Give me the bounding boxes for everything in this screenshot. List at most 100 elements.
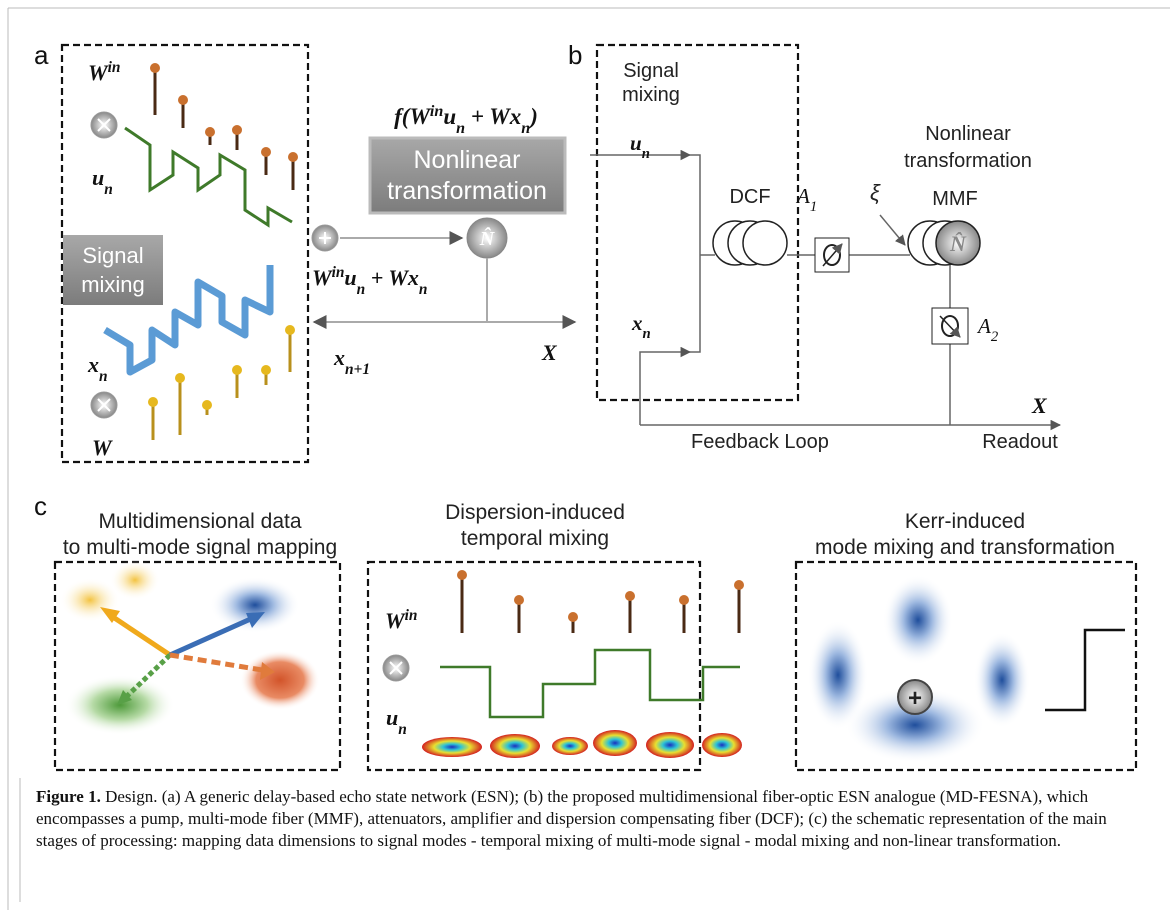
math-sub: n+1 [345, 361, 370, 378]
figure: a Win un Signal mixing xn W f(Winun + Wx… [0, 0, 1170, 910]
label: ξ [870, 180, 881, 205]
math-sub: n [419, 281, 428, 298]
weight-heads [457, 570, 467, 580]
mode-discs [422, 737, 482, 757]
label: temporal mixing [461, 527, 609, 550]
math-text: X [541, 340, 558, 365]
label: un [386, 705, 407, 738]
label: transformation [904, 150, 1032, 172]
math-text: + Wx [365, 265, 419, 290]
weight-heads [625, 591, 635, 601]
mode-discs [593, 730, 637, 756]
math-text: u [443, 104, 456, 129]
math-sub: n [357, 281, 366, 298]
label: + [908, 685, 922, 712]
label: mixing [622, 84, 680, 106]
caption: Figure 1. Design. (a) A generic delay-ba… [36, 786, 1141, 852]
mode-blobs [240, 650, 320, 710]
label: MMF [932, 188, 978, 210]
panel-b [640, 352, 690, 425]
feedback-heads [285, 325, 295, 335]
math-text: W [312, 265, 333, 290]
math-text: x [333, 345, 345, 370]
math-text: u [386, 705, 398, 730]
math-text: f(W [394, 104, 431, 129]
multiply-icon [91, 112, 117, 138]
label: Signal [82, 243, 143, 268]
weight-heads [734, 580, 744, 590]
math-text: u [92, 165, 104, 190]
label: to multi-mode signal mapping [63, 536, 337, 559]
mode-blobs [808, 575, 1030, 763]
multiply-icon [91, 392, 117, 418]
label: Win [88, 59, 120, 86]
caption-label: Figure 1. [36, 787, 101, 806]
math-text: W [385, 608, 406, 633]
panel-a: a Win un Signal mixing xn W f(Winun + Wx… [34, 40, 575, 462]
mode-discs [422, 730, 742, 758]
input-signal [440, 650, 740, 717]
math-text: X [1031, 393, 1048, 418]
label: a [34, 40, 49, 70]
math-text: u [630, 131, 642, 155]
label: DCF [729, 186, 770, 208]
math-text: A [976, 314, 991, 338]
weight-heads [568, 612, 578, 622]
feedback-heads [202, 400, 212, 410]
math-sup: in [332, 264, 345, 281]
math-text: x [87, 352, 99, 377]
panel-b [690, 155, 700, 352]
math-sub: 2 [991, 329, 999, 345]
math-sub: n [398, 721, 407, 738]
step-output [1045, 630, 1125, 710]
label: A2 [976, 314, 999, 345]
label: xn [87, 352, 108, 385]
label: transformation [387, 177, 547, 205]
sum-node [312, 225, 338, 251]
math-sup: in [108, 59, 121, 76]
panel-b: b Signal mixing un xn DCF A1 ξ Nonlinear… [568, 40, 1060, 453]
label: N̂ [479, 226, 496, 250]
label: c [34, 491, 47, 521]
weight-heads [150, 63, 298, 162]
math-sub: 1 [810, 199, 817, 215]
label: xn+1 [333, 345, 370, 378]
math-sub: n [104, 181, 113, 198]
panel-c: c Multidimensional data to multi-mode si… [34, 491, 1136, 770]
feedback-heads [232, 365, 242, 375]
mode-discs [490, 734, 540, 758]
attenuator [932, 308, 968, 344]
signal-mixing-box: Signal mixing [63, 235, 163, 305]
multiply-icon [383, 655, 409, 681]
feedback-heads [148, 397, 158, 407]
label: Multidimensional data [98, 510, 301, 533]
caption-text: Design. (a) A generic delay-based echo s… [36, 787, 1107, 850]
math-text: x [631, 311, 643, 335]
label: X [541, 340, 558, 365]
mode-blobs [110, 560, 160, 600]
label: Nonlinear [413, 146, 520, 174]
weight-heads [679, 595, 689, 605]
attenuator [815, 238, 849, 272]
label: xn [631, 311, 651, 342]
mode-blobs [883, 575, 953, 665]
weight-heads [178, 95, 188, 105]
label: un [92, 165, 113, 198]
mapping-arrows [110, 615, 170, 655]
label: Readout [982, 431, 1058, 453]
mmf-coil [908, 221, 980, 265]
math-text: W [92, 435, 113, 460]
math-sup: in [430, 103, 443, 120]
label: un [630, 131, 650, 162]
panel-b [880, 215, 905, 245]
mode-discs [702, 733, 742, 757]
label: W [92, 435, 113, 460]
label: Feedback Loop [691, 431, 829, 453]
label: Nonlinear [925, 123, 1011, 145]
label: b [568, 40, 582, 70]
math-text: u [344, 265, 356, 290]
mode-blobs [974, 632, 1030, 728]
weight-heads [261, 147, 271, 157]
feedback-heads [261, 365, 271, 375]
math-sub: n [521, 120, 530, 137]
